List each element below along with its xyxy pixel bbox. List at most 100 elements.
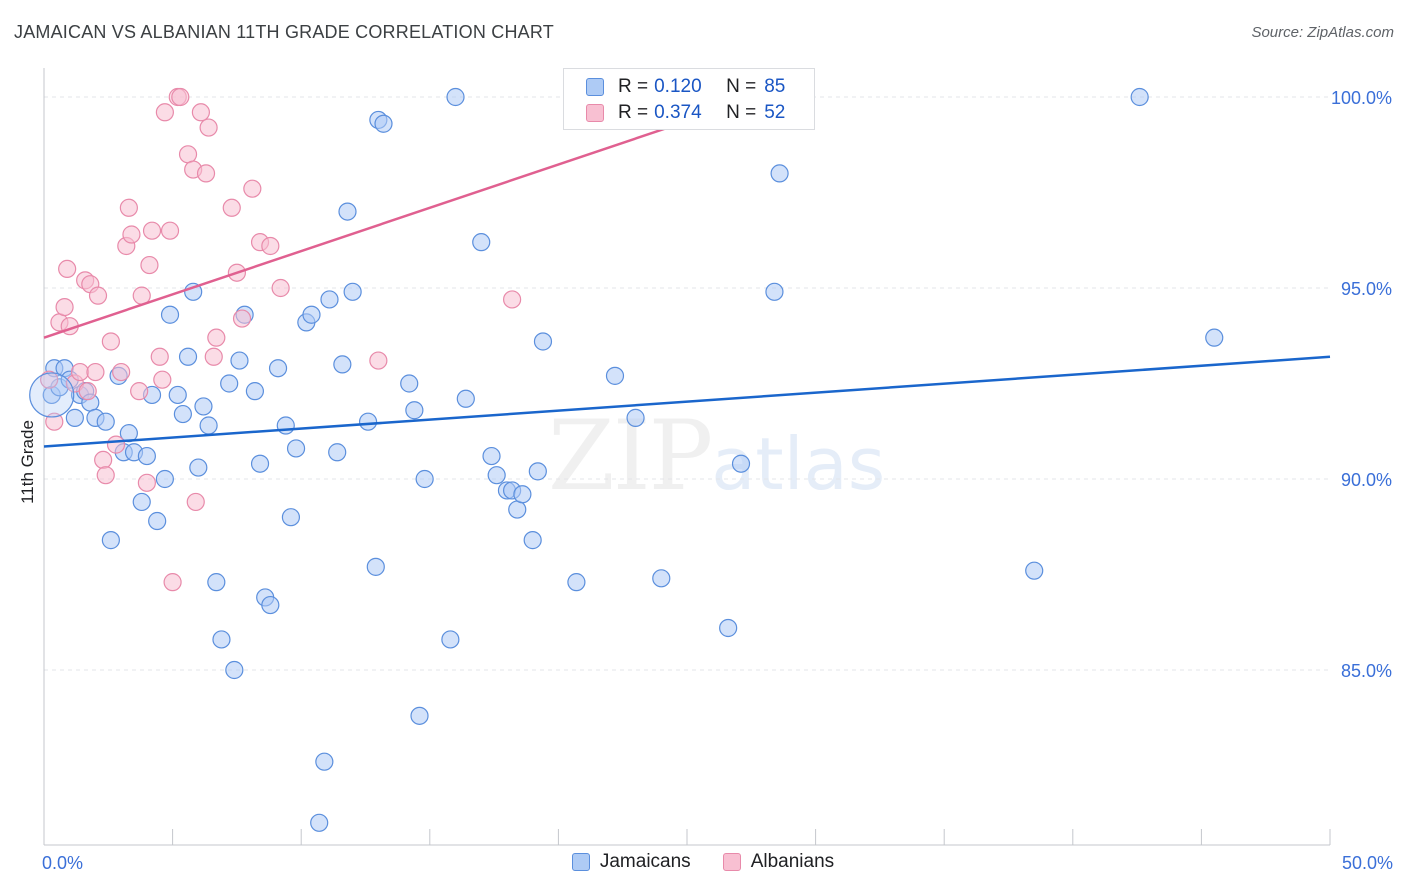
- jamaican-point: [302, 305, 321, 324]
- jamaican-point: [101, 531, 120, 550]
- jamaican-point: [487, 466, 506, 485]
- jamaican-point: [212, 630, 231, 649]
- albanian-point: [222, 198, 241, 217]
- series-legend: Jamaicans Albanians: [0, 851, 1406, 873]
- jamaican-point: [132, 492, 151, 512]
- jamaican-point-large: [29, 372, 75, 418]
- jamaican-point: [207, 573, 226, 592]
- albanian-point: [196, 164, 216, 183]
- y-axis-title: 11th Grade: [18, 420, 37, 504]
- albanian-point: [204, 347, 223, 366]
- jamaican-point: [513, 485, 532, 504]
- albanian-point: [86, 362, 105, 382]
- series-legend-jamaicans[interactable]: Jamaicans: [571, 851, 691, 873]
- legend-n-value-albanians: 52: [764, 102, 786, 123]
- legend-swatch-jamaicans: [586, 78, 604, 96]
- jamaican-point: [194, 397, 213, 416]
- jamaican-point: [230, 351, 249, 370]
- jamaican-point: [96, 412, 115, 431]
- jamaican-point: [508, 500, 527, 519]
- albanian-point: [160, 221, 180, 240]
- jamaican-point: [199, 416, 218, 435]
- albanian-point: [112, 362, 131, 382]
- jamaican-point: [225, 660, 244, 680]
- albanian-point: [186, 492, 205, 512]
- jamaican-point: [315, 752, 334, 771]
- jamaican-point: [482, 446, 501, 466]
- chart-source: Source: ZipAtlas.com: [1251, 24, 1394, 41]
- albanian-point: [130, 382, 149, 401]
- jamaican-point: [405, 401, 424, 420]
- albanian-point: [191, 103, 210, 122]
- albanian-point: [58, 259, 77, 278]
- jamaican-point: [328, 443, 347, 462]
- jamaican-point: [533, 332, 553, 351]
- jamaican-point: [719, 618, 738, 638]
- y-tick-label: 95.0%: [1341, 279, 1392, 299]
- jamaican-point: [567, 573, 586, 592]
- jamaican-point: [250, 454, 270, 473]
- albanian-point: [261, 236, 280, 256]
- jamaican-point: [765, 282, 784, 301]
- albanian-point: [171, 87, 190, 107]
- trend-layer: [43, 95, 1331, 448]
- albanian-point: [106, 435, 126, 454]
- jamaican-point: [441, 630, 460, 649]
- jamaican-point: [1205, 328, 1224, 347]
- albanian-trend-line: [43, 95, 760, 339]
- y-tick-label: 90.0%: [1341, 470, 1392, 490]
- jamaican-point: [338, 202, 357, 221]
- jamaican-point: [731, 454, 751, 473]
- jamaican-point: [410, 706, 429, 725]
- series-swatch-jamaicans: [571, 853, 590, 871]
- albanian-point: [137, 473, 156, 492]
- series-label-albanians: Albanians: [750, 851, 835, 872]
- jamaican-point: [168, 385, 187, 405]
- jamaican-point: [523, 531, 542, 550]
- jamaican-point: [358, 412, 378, 431]
- jamaican-point: [1025, 561, 1044, 580]
- y-tick-label: 85.0%: [1341, 661, 1392, 681]
- albanian-point: [140, 255, 159, 275]
- albanian-point: [142, 221, 162, 240]
- jamaican-point: [220, 374, 239, 393]
- jamaican-point: [626, 408, 645, 427]
- jamaican-point: [343, 282, 362, 301]
- label-layer: 85.0% 90.0% 95.0% 100.0% 0.0% 50.0%: [42, 88, 1393, 873]
- legend-n-value-jamaicans: 85: [764, 76, 786, 97]
- jamaican-point: [310, 813, 329, 832]
- jamaican-point: [155, 469, 174, 489]
- legend-r-value-albanians: 0.374: [654, 102, 702, 123]
- x-tick-label: 0.0%: [42, 853, 83, 873]
- jamaican-point: [261, 595, 280, 615]
- series-label-jamaicans: Jamaicans: [599, 851, 691, 872]
- albanian-point: [94, 450, 113, 469]
- legend-row-jamaicans: R = 0.120 N = 85: [586, 75, 785, 99]
- jamaican-point: [245, 382, 265, 401]
- x-tick-label: 50.0%: [1342, 853, 1393, 873]
- points-layer: [29, 87, 1224, 832]
- albanian-point: [40, 370, 59, 389]
- legend-n-label: N =: [726, 102, 757, 123]
- jamaican-point: [456, 389, 475, 408]
- jamaican-point: [366, 557, 385, 576]
- jamaican-point: [65, 408, 84, 427]
- albanian-point: [369, 351, 388, 370]
- legend-r-label: R =: [618, 102, 649, 123]
- jamaican-point: [137, 446, 156, 466]
- jamaican-point: [160, 305, 180, 324]
- albanian-point: [178, 145, 198, 164]
- jamaican-point: [286, 439, 306, 458]
- albanian-point: [119, 198, 138, 217]
- albanian-point: [55, 298, 74, 317]
- jamaican-point: [276, 416, 295, 435]
- series-legend-albanians[interactable]: Albanians: [722, 851, 835, 873]
- albanian-point: [155, 103, 174, 122]
- jamaican-point: [770, 164, 789, 183]
- jamaican-point: [189, 458, 208, 477]
- jamaican-point: [400, 374, 419, 393]
- jamaican-trend-line: [43, 355, 1331, 448]
- legend-swatch-albanians: [586, 104, 604, 122]
- albanian-point: [78, 382, 97, 401]
- albanian-point: [207, 328, 226, 347]
